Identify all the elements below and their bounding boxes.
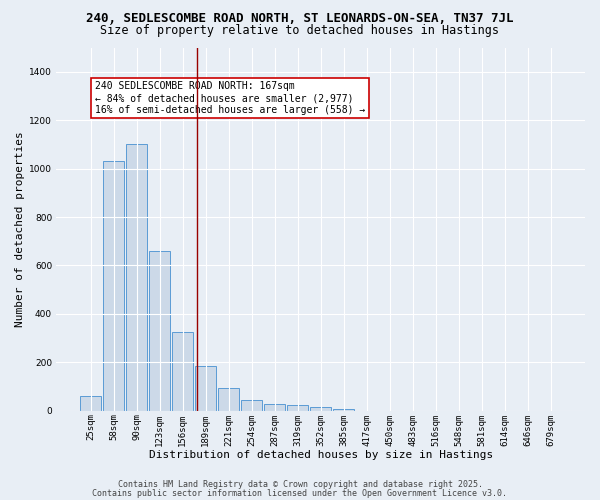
Bar xyxy=(241,400,262,411)
Bar xyxy=(265,404,285,411)
Bar xyxy=(218,388,239,411)
Text: 240, SEDLESCOMBE ROAD NORTH, ST LEONARDS-ON-SEA, TN37 7JL: 240, SEDLESCOMBE ROAD NORTH, ST LEONARDS… xyxy=(86,12,514,26)
Bar xyxy=(334,409,354,411)
Bar xyxy=(287,406,308,411)
Text: Size of property relative to detached houses in Hastings: Size of property relative to detached ho… xyxy=(101,24,499,37)
Text: Contains HM Land Registry data © Crown copyright and database right 2025.: Contains HM Land Registry data © Crown c… xyxy=(118,480,482,489)
Text: 240 SEDLESCOMBE ROAD NORTH: 167sqm
← 84% of detached houses are smaller (2,977)
: 240 SEDLESCOMBE ROAD NORTH: 167sqm ← 84%… xyxy=(95,82,365,114)
Bar xyxy=(172,332,193,411)
Bar xyxy=(196,366,216,411)
Bar xyxy=(80,396,101,411)
Bar xyxy=(127,144,147,411)
Bar xyxy=(310,407,331,411)
Bar xyxy=(149,251,170,411)
X-axis label: Distribution of detached houses by size in Hastings: Distribution of detached houses by size … xyxy=(149,450,493,460)
Bar xyxy=(103,162,124,411)
Y-axis label: Number of detached properties: Number of detached properties xyxy=(15,132,25,327)
Text: Contains public sector information licensed under the Open Government Licence v3: Contains public sector information licen… xyxy=(92,490,508,498)
